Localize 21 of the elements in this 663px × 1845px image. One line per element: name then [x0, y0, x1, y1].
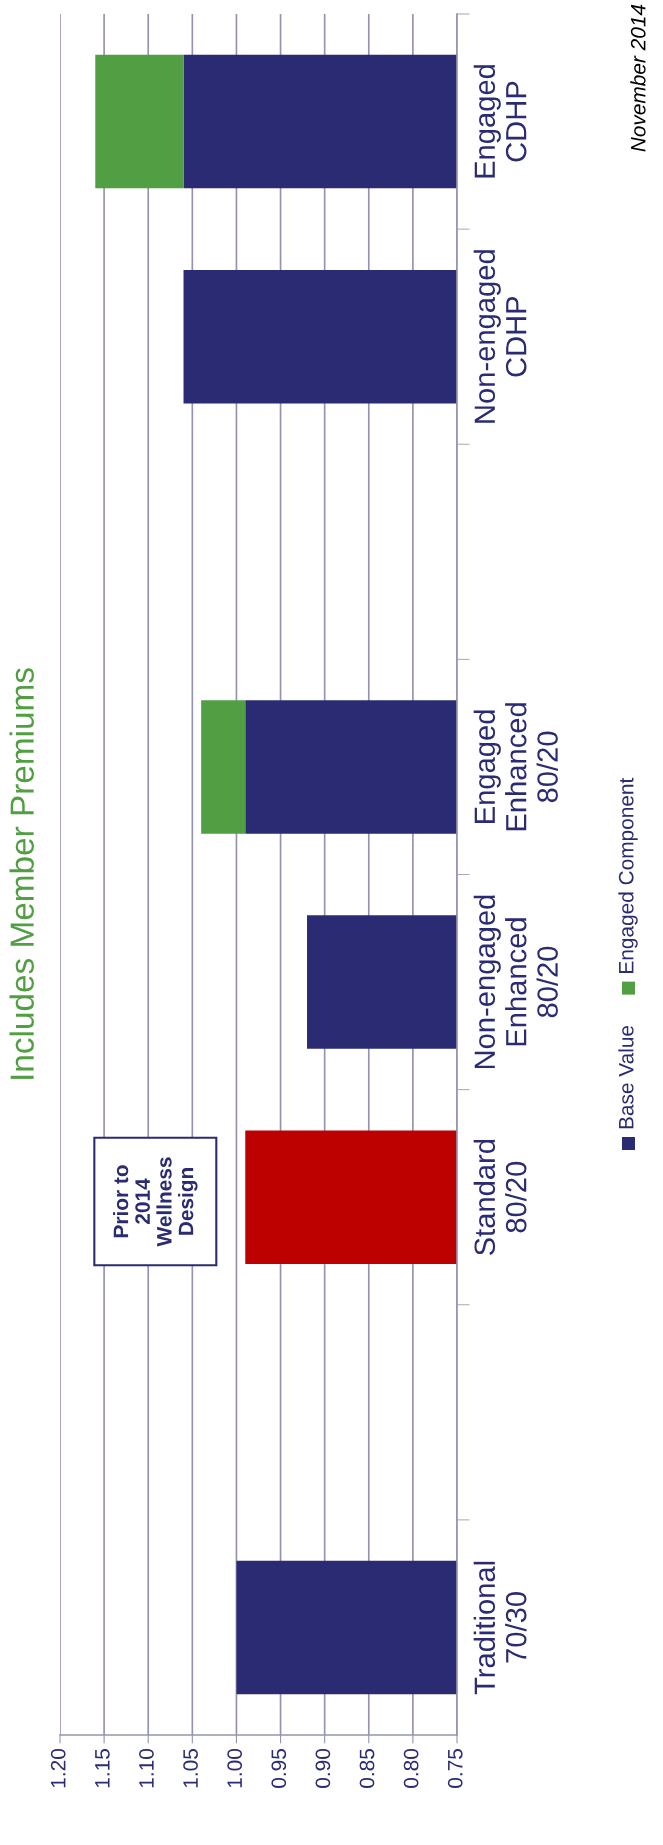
- y-tick-label: Standard 80/20: [473, 1139, 527, 1256]
- y-tick-label: Engaged Enhanced 80/20: [473, 703, 558, 831]
- x-tick-label: 0.85: [359, 1749, 375, 1788]
- annotation: Prior to 2014 Wellness Design: [113, 1157, 198, 1247]
- x-tick-label: 0.75: [447, 1749, 463, 1788]
- text: Includes Member Premiums: [9, 668, 34, 1079]
- y-tick-label: Non-engaged Enhanced 80/20: [473, 895, 558, 1069]
- y-tick-label: Non-engaged CDHP: [473, 250, 527, 423]
- x-tick-label: 0.80: [403, 1749, 419, 1788]
- y-tick-label: Traditional 70/30: [473, 1561, 527, 1695]
- x-tick-label: 1.05: [183, 1749, 198, 1788]
- x-tick-label: 1.15: [95, 1749, 110, 1788]
- x-tick-label: 1.00: [227, 1749, 243, 1788]
- text: Base Value: [618, 1025, 634, 1129]
- y-tick-label: Engaged CDHP: [473, 65, 527, 178]
- x-tick-label: 0.95: [271, 1749, 287, 1788]
- text: Engaged Component: [618, 777, 638, 973]
- text: November 2014: [630, 4, 646, 152]
- x-tick-label: 0.90: [315, 1749, 331, 1788]
- x-tick-label: 1.10: [139, 1749, 154, 1788]
- x-tick-label: 1.20: [50, 1749, 66, 1788]
